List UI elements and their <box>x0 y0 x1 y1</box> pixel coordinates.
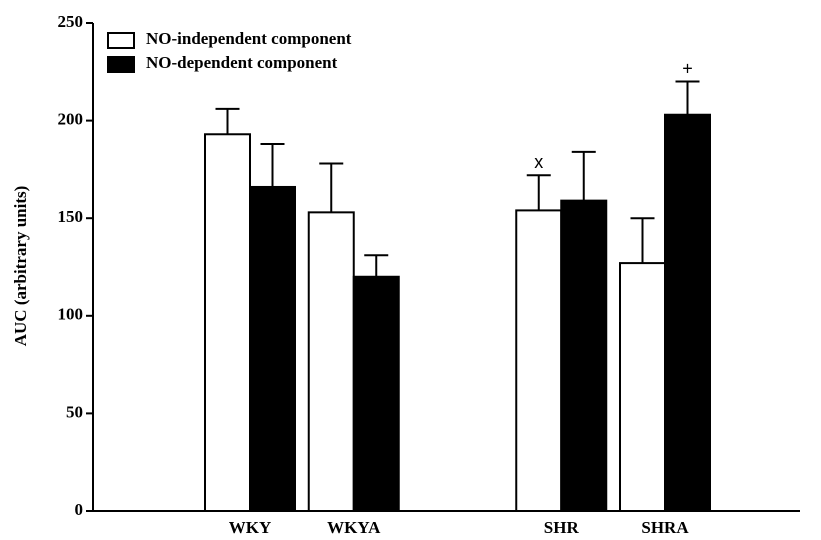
bar <box>249 185 296 513</box>
bar <box>204 133 251 512</box>
legend-label: NO-independent component <box>146 29 352 48</box>
x-tick-label: SHR <box>544 518 580 537</box>
y-axis-label: AUC (arbitrary units) <box>11 186 30 347</box>
bar <box>307 211 355 512</box>
legend-label: NO-dependent component <box>146 53 338 72</box>
bar <box>664 113 711 513</box>
x-tick-label: WKY <box>229 518 272 537</box>
bar <box>515 209 563 512</box>
y-tick-label: 150 <box>58 207 84 226</box>
legend-swatch <box>107 32 135 49</box>
x-tick-label: SHRA <box>641 518 689 537</box>
y-tick-label: 50 <box>66 402 83 421</box>
bar <box>352 275 400 513</box>
x-tick-label: WKYA <box>327 518 381 537</box>
y-tick-label: 0 <box>75 500 84 519</box>
bar <box>619 262 666 513</box>
legend-swatch <box>107 56 135 73</box>
annotation: + <box>682 58 693 78</box>
y-tick-label: 100 <box>58 305 84 324</box>
y-tick-label: 200 <box>58 110 84 129</box>
y-tick-label: 250 <box>58 12 84 31</box>
bar <box>560 199 608 513</box>
annotation: x <box>534 152 543 172</box>
